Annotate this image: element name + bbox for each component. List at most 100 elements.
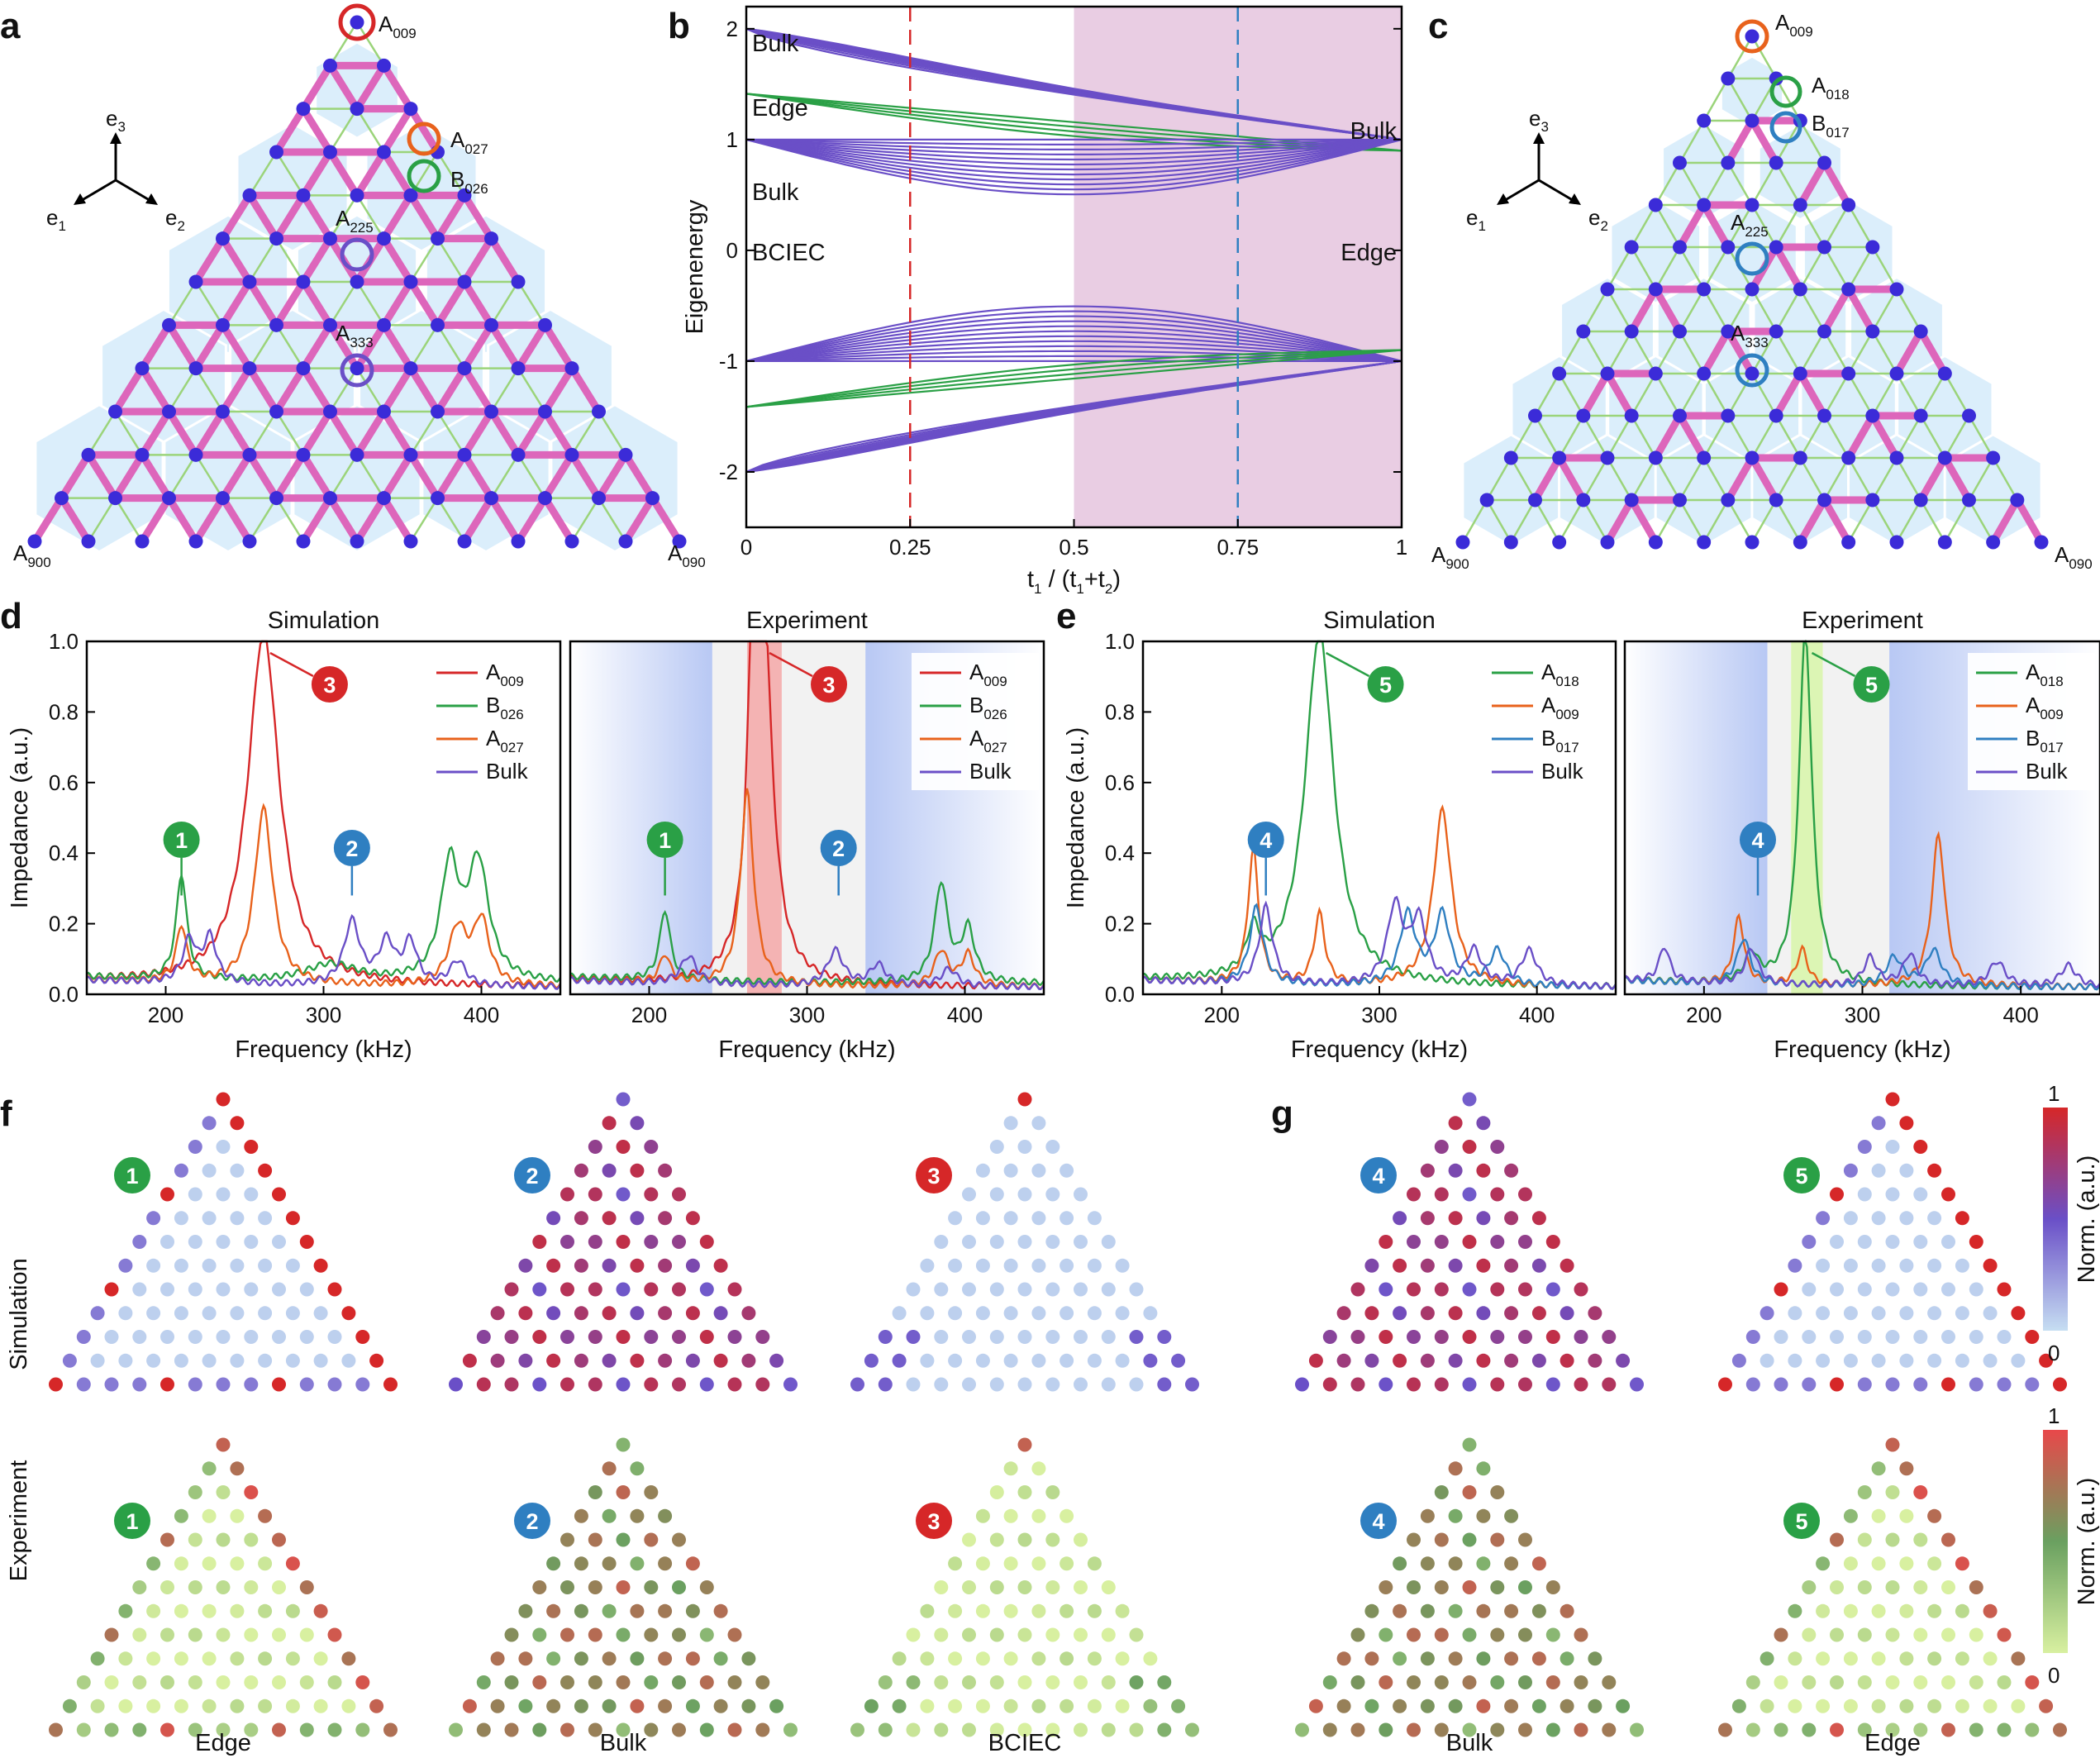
map-site: [934, 1580, 949, 1594]
annotation-edge: Edge: [752, 95, 808, 121]
map-site: [1997, 1377, 2012, 1392]
map-site: [104, 1377, 119, 1392]
bond: [275, 324, 305, 369]
site-node: [269, 231, 283, 246]
site-node: [1865, 240, 1880, 255]
map-site: [1407, 1282, 1421, 1297]
map-site: [118, 1651, 133, 1666]
line-bulk-lower-middle: [745, 340, 1402, 362]
bond: [1968, 498, 1994, 544]
badge-3-circle: [311, 666, 348, 703]
map-site: [1913, 1627, 1928, 1642]
map-site: [1322, 1675, 1337, 1689]
map-site: [892, 1698, 907, 1713]
map-site: [1490, 1330, 1505, 1344]
map-site: [1490, 1377, 1505, 1392]
map-site: [1045, 1187, 1060, 1202]
map-site: [1045, 1532, 1060, 1547]
site-node: [1841, 450, 1856, 465]
site-node: [457, 361, 472, 376]
map-site: [1476, 1603, 1491, 1618]
site-node: [323, 404, 337, 419]
map-site: [160, 1330, 174, 1344]
map-site: [574, 1211, 588, 1226]
lattice-a: [27, 15, 687, 554]
map-site: [1913, 1140, 1928, 1154]
map-site: [383, 1377, 398, 1392]
map-site: [560, 1675, 574, 1689]
bond: [329, 280, 359, 326]
map-site: [1871, 1306, 1886, 1321]
map-site: [476, 1377, 491, 1392]
map-site: [1476, 1698, 1491, 1713]
map-site: [1885, 1235, 1900, 1249]
legend-label: A018: [1541, 660, 1579, 689]
site-node: [1552, 450, 1567, 465]
map-site: [1816, 1603, 1831, 1618]
map-site: [588, 1330, 602, 1344]
bond: [1630, 330, 1657, 375]
map-site: [1504, 1258, 1519, 1273]
map-site: [1760, 1651, 1774, 1666]
x-tick-label: 400: [2002, 1003, 2038, 1027]
map-site: [1518, 1675, 1532, 1689]
site-node: [1721, 71, 1736, 86]
map-site: [1788, 1353, 1802, 1368]
axis-e1-c: e1: [1466, 205, 1486, 234]
site-node: [484, 231, 498, 246]
legend-sub: 026: [983, 707, 1007, 722]
bond: [1655, 498, 1681, 544]
site-node: [1503, 535, 1518, 550]
map-site: [1143, 1306, 1158, 1321]
line-edge-lower: [745, 349, 1402, 408]
map-site: [1885, 1330, 1900, 1344]
bond: [165, 407, 200, 459]
map-site: [1045, 1580, 1060, 1594]
bond: [380, 148, 415, 199]
map-site: [1545, 1580, 1560, 1594]
bond: [248, 237, 278, 283]
map-site: [1379, 1330, 1393, 1344]
map-site: [1060, 1258, 1074, 1273]
bond: [273, 450, 307, 503]
bond: [1893, 327, 1925, 378]
map-site: [1129, 1282, 1144, 1297]
legend-label: A009: [486, 660, 524, 689]
band-grey: [1767, 641, 1792, 994]
badge-5-label: 5: [1379, 673, 1392, 698]
map-site: [741, 1651, 756, 1666]
site-node: [242, 188, 257, 202]
site-node: [1937, 535, 1952, 550]
map-site: [49, 1377, 63, 1392]
map-site: [1531, 1353, 1546, 1368]
label-a333-c: A333: [1731, 321, 1769, 350]
map-site: [1364, 1603, 1379, 1618]
site-node: [1889, 450, 1904, 465]
map-site: [672, 1675, 686, 1689]
map-site: [1393, 1603, 1407, 1618]
site-markers-c: [1735, 19, 1802, 388]
map-site: [1504, 1603, 1519, 1618]
hex-tile: [1706, 198, 1798, 305]
map-site: [1017, 1187, 1032, 1202]
bond: [1799, 245, 1826, 291]
axes-glyph-c: e3 e1 e2: [1466, 106, 1608, 234]
map-site: [602, 1651, 617, 1666]
map-site: [1407, 1675, 1421, 1689]
bond: [541, 407, 576, 459]
site-node: [1817, 493, 1831, 507]
map-site: [1983, 1651, 1998, 1666]
map-site: [299, 1235, 314, 1249]
bond: [1679, 245, 1705, 291]
site-node: [457, 274, 472, 289]
badge-1-circle: [163, 822, 200, 858]
map-site: [132, 1722, 147, 1737]
map-site: [1871, 1211, 1886, 1226]
bond: [490, 454, 520, 499]
bond: [1823, 330, 1850, 375]
bond: [219, 235, 254, 286]
map-site: [216, 1627, 231, 1642]
map-site: [1871, 1603, 1886, 1618]
x-axis-label: Frequency (kHz): [1774, 1036, 1950, 1063]
